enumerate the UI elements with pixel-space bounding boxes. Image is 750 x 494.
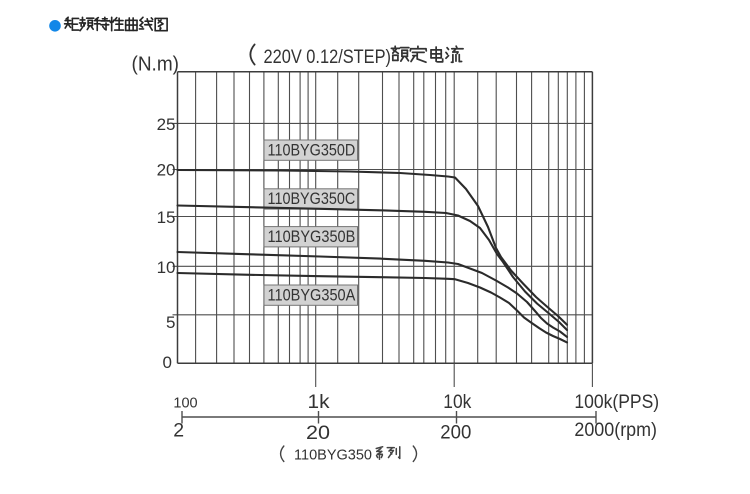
svg-text:5: 5 (166, 313, 175, 332)
svg-text:25: 25 (157, 115, 176, 134)
svg-text:110BYG350: 110BYG350 (294, 448, 372, 464)
svg-text:200: 200 (440, 422, 471, 444)
svg-text:1k: 1k (308, 391, 330, 413)
svg-text:110BYG350A: 110BYG350A (268, 286, 356, 304)
svg-text:0: 0 (163, 353, 172, 372)
svg-text:2000(rpm): 2000(rpm) (574, 419, 657, 441)
svg-text:220V 0.12/STEP): 220V 0.12/STEP) (264, 46, 392, 68)
svg-text:20: 20 (157, 160, 176, 179)
svg-text:2: 2 (173, 420, 184, 442)
svg-text:110BYG350D: 110BYG350D (268, 141, 356, 159)
svg-text:10k: 10k (443, 391, 471, 413)
svg-text:100k(PPS): 100k(PPS) (574, 391, 659, 413)
svg-text:15: 15 (157, 208, 176, 227)
svg-text:110BYG350C: 110BYG350C (268, 190, 356, 208)
svg-text:100: 100 (173, 396, 197, 412)
svg-text:20: 20 (306, 422, 330, 444)
svg-text:10: 10 (157, 258, 176, 277)
svg-text:(N.m): (N.m) (132, 54, 180, 76)
svg-text:110BYG350B: 110BYG350B (268, 228, 356, 246)
